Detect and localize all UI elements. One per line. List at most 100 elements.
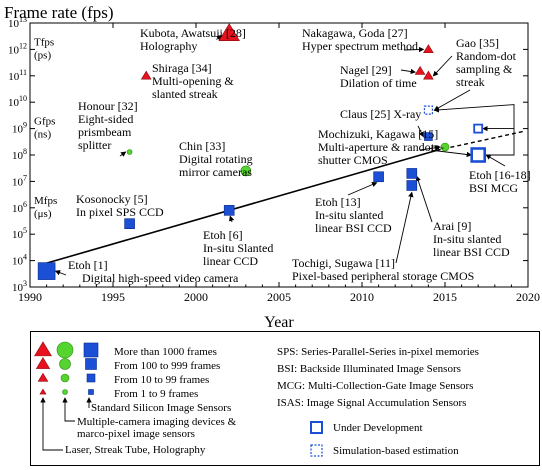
legend-graphic: More than 1000 frames From 100 to 999 fr… — [34, 341, 479, 457]
data-point — [373, 171, 384, 183]
x-tick-label: 2020 — [516, 290, 540, 304]
data-point — [126, 149, 133, 155]
x-tick-label: 2000 — [184, 290, 208, 304]
point-label: slanted streak — [152, 87, 218, 101]
pointer-arrow — [419, 145, 441, 151]
pointer-arrow — [54, 270, 67, 276]
y-tick-label: 106 — [12, 200, 27, 215]
y-unit-label: Gfps — [34, 116, 55, 128]
y-tick-label: 1012 — [8, 41, 27, 56]
label-arrows — [54, 34, 515, 276]
data-point — [406, 168, 418, 179]
point-label: Pixel-based peripheral storage CMOS — [292, 269, 474, 283]
data-point — [423, 105, 433, 115]
legend-triangle — [37, 372, 49, 382]
point-label: Kubota, Awatsuji [28] — [140, 26, 246, 40]
legend-triangle — [35, 357, 51, 369]
data-point — [37, 262, 56, 280]
y-tick-label: 1010 — [8, 94, 27, 109]
point-label: Kosonocky [5] — [76, 192, 148, 206]
x-tick-label: 1990 — [18, 290, 42, 304]
point-label: Mochizuki, Kagawa [15] — [318, 127, 438, 141]
data-point — [223, 205, 235, 216]
pointer-arrow — [347, 182, 378, 196]
point-label: Multi-aperture & random- — [318, 140, 444, 154]
legend-column-label: Standard Silicon Image Sensors — [91, 402, 231, 414]
chart-title: Frame rate (fps) — [4, 3, 114, 22]
point-label: Shiraga [34] — [152, 61, 212, 75]
abbreviation: MCG: Multi-Collection-Gate Image Sensors — [277, 380, 473, 392]
point-label: Tochigi, Sugawa [11] — [292, 256, 395, 270]
legend-arrow — [40, 397, 63, 451]
pointer-bracket — [482, 125, 515, 156]
point-label: Etoh [13] — [315, 195, 361, 209]
data-point — [424, 132, 433, 141]
data-point — [423, 70, 434, 80]
legend-circle — [56, 341, 74, 359]
abbreviation: SPS: Series-Parallel-Series in-pixel mem… — [277, 346, 479, 358]
legend-size-label: From 1 to 9 frames — [114, 388, 198, 400]
point-label: shutter CMOS — [318, 153, 388, 167]
under-development-label: Under Development — [333, 422, 423, 434]
trend-lines — [46, 130, 525, 264]
y-unit-label: (ps) — [34, 49, 51, 61]
x-tick-label: 2005 — [267, 290, 291, 304]
legend-column-label: Laser, Streak Tube, Holography — [65, 444, 206, 456]
data-point — [470, 147, 487, 163]
point-label: Eight-sided — [78, 112, 133, 126]
legend-size-label: From 10 to 99 frames — [114, 374, 209, 386]
point-label: linear CCD — [203, 254, 258, 268]
axes: 1990 1995 2000 2005 2010 2015 2020 103 104 105 106… — [8, 15, 540, 304]
point-label: Etoh [1] — [68, 258, 108, 272]
y-unit-label: Mfps — [34, 195, 57, 207]
point-label: Digital rotating — [179, 152, 253, 166]
pointer-arrow — [403, 46, 425, 53]
y-tick-label: 108 — [12, 147, 27, 162]
data-point — [240, 165, 252, 177]
point-label: Dilation of time — [340, 76, 417, 90]
pointer-arrow — [395, 191, 414, 264]
x-tick-label: 2010 — [350, 290, 374, 304]
point-label: In pixel SPS CCD — [76, 205, 164, 219]
pointer-arrow — [228, 215, 235, 223]
trend-solid — [46, 149, 437, 264]
pointer-arrow — [433, 89, 471, 111]
point-label: Honour [32] — [78, 99, 138, 113]
data-points — [37, 23, 487, 280]
point-label: Holography — [140, 39, 197, 53]
legend-column-label: Multiple-camera imaging devices & — [77, 416, 237, 428]
legend-dashed-square — [310, 444, 323, 457]
data-point — [440, 142, 450, 152]
data-point — [414, 65, 426, 75]
y-tick-label: 107 — [12, 173, 27, 188]
point-label: Nakagawa, Goda [27] — [302, 26, 408, 40]
point-label: Claus [25] X-ray — [340, 107, 421, 121]
x-tick-label: 2015 — [433, 290, 457, 304]
pointer-arrow — [485, 154, 506, 167]
legend-square — [86, 373, 96, 383]
y-tick-label: 104 — [12, 253, 27, 268]
trend-dashed — [436, 130, 525, 152]
point-label: mirror cameras — [179, 165, 252, 179]
data-point — [473, 123, 484, 134]
legend-triangle — [34, 341, 52, 357]
point-label: Digital high-speed video camera — [82, 271, 239, 285]
legend-square — [83, 342, 99, 358]
pointer-bracket — [431, 144, 473, 158]
y-tick-label: 109 — [12, 121, 27, 136]
pointer-arrow — [215, 34, 222, 41]
legend-circle — [62, 389, 68, 395]
y-tick-label: 1013 — [8, 15, 27, 30]
pointer-arrow — [432, 55, 453, 77]
y-tick-label: 103 — [12, 279, 27, 294]
pointer-arrow — [119, 151, 127, 157]
point-label: Etoh [6] — [203, 228, 243, 242]
point-label: Hyper spectrum method — [302, 39, 418, 53]
point-label: linear BSI CCD — [315, 221, 392, 235]
pointer-bracket — [433, 104, 515, 129]
legend-square — [85, 358, 97, 370]
legend-size-label: More than 1000 frames — [114, 346, 217, 358]
legend-arrow — [62, 397, 75, 422]
abbreviation: BSI: Backside Illuminated Image Sensors — [277, 363, 461, 375]
point-label: Gao [35] — [456, 36, 499, 50]
